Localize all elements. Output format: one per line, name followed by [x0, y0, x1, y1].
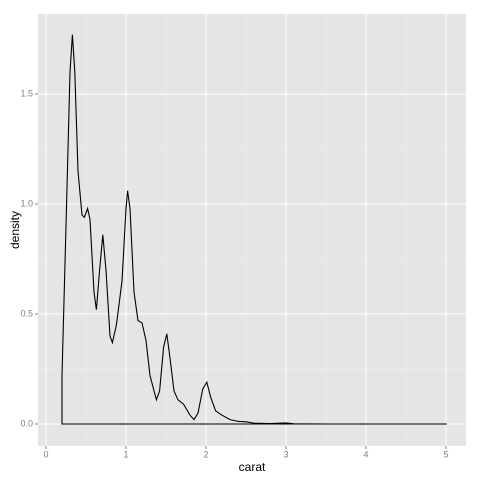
x-tick-label: 2 [203, 449, 208, 459]
panel [38, 14, 466, 446]
x-tick-label: 3 [283, 449, 288, 459]
x-tick-label: 5 [443, 449, 448, 459]
density-curve [61, 34, 447, 425]
y-axis-title: density [8, 211, 22, 249]
x-tick-label: 0 [43, 449, 48, 459]
x-tick-label: 1 [123, 449, 128, 459]
x-axis-title: carat [239, 460, 266, 474]
y-tick-label: 0.0 [20, 418, 33, 428]
y-tick-label: 0.5 [20, 308, 33, 318]
y-tick-label: 1.5 [20, 88, 33, 98]
y-tick-label: 1.0 [20, 198, 33, 208]
x-tick-label: 4 [363, 449, 368, 459]
